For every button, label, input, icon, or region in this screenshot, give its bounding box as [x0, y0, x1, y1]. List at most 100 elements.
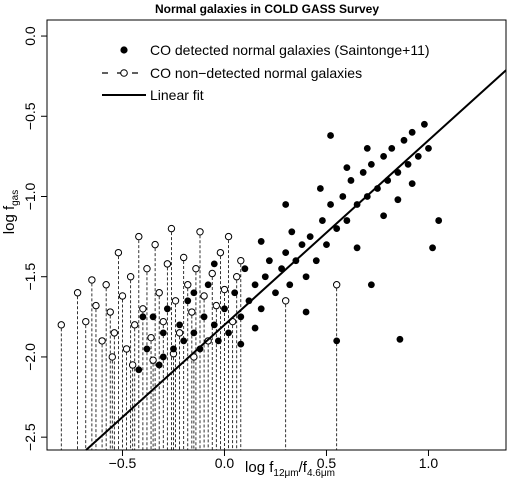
- nondetected-point-33: [212, 301, 221, 310]
- detected-point-12: [200, 313, 208, 321]
- nondetected-point-17: [147, 333, 155, 342]
- nondetected-drop-lines: [60, 232, 338, 450]
- detected-point-43: [359, 169, 367, 176]
- nondetected-point-15: [139, 305, 147, 313]
- detected-point-62: [429, 244, 436, 252]
- detected-point-28: [282, 249, 290, 257]
- plot-frame: [46, 19, 507, 451]
- nondetected-point-46: [332, 281, 341, 289]
- detected-point-20: [241, 265, 249, 273]
- detected-point-16: [221, 305, 228, 313]
- nondetected-point-30: [200, 292, 208, 300]
- detected-point-1: [143, 345, 151, 353]
- nondetected-point-36: [224, 232, 233, 241]
- nondetected-point-22: [167, 224, 176, 233]
- detected-point-41: [347, 177, 355, 184]
- nondetected-point-12: [126, 273, 135, 281]
- nondetected-point-11: [122, 345, 131, 353]
- legend-label-fit: Linear fit: [150, 87, 204, 103]
- nondetected-point-13: [131, 321, 139, 329]
- detected-point-4: [159, 329, 167, 337]
- nondetected-point-28: [192, 264, 200, 273]
- detected-point-76: [190, 289, 198, 297]
- chart-title: Normal galaxies in COLD GASS Survey: [155, 2, 379, 16]
- detected-point-79: [251, 324, 259, 332]
- nondetected-point-3: [88, 276, 96, 284]
- nondetected-point-34: [216, 248, 225, 257]
- fit-line-group: [85, 69, 507, 451]
- detected-point-36: [323, 241, 330, 249]
- x-axis: −0.5 0.0 0.5 1.0: [109, 450, 438, 471]
- y-tick-label-1: −2.0: [22, 343, 38, 371]
- detected-point-63: [282, 201, 290, 208]
- detected-point-14: [210, 321, 218, 329]
- detected-point-17: [225, 329, 232, 337]
- detected-point-5: [163, 305, 171, 313]
- detected-point-57: [327, 132, 334, 139]
- nondetected-point-39: [237, 256, 245, 265]
- detected-point-22: [251, 281, 259, 289]
- y-axis-label-main: log f: [1, 205, 18, 234]
- detected-point-73: [316, 185, 324, 192]
- detected-point-53: [408, 128, 416, 136]
- y-tick-label-0: −2.5: [22, 423, 38, 451]
- nondetected-point-42: [149, 356, 157, 364]
- y-axis-label-sub: gas: [10, 190, 21, 206]
- nondetected-point-4: [92, 301, 100, 310]
- detected-point-71: [363, 144, 371, 152]
- nondetected-point-0: [57, 321, 65, 329]
- y-axis-label: log fgas: [1, 190, 21, 234]
- detected-point-78: [135, 366, 143, 374]
- y-tick-label-2: −1.5: [22, 263, 38, 291]
- detected-point-9: [184, 297, 192, 305]
- detected-point-31: [298, 241, 306, 249]
- nondetected-point-40: [108, 353, 116, 361]
- detected-point-54: [414, 152, 422, 160]
- legend-entry-detected: CO detected normal galaxies (Saintonge+1…: [120, 42, 430, 58]
- nondetected-point-35: [220, 285, 229, 294]
- nondetected-point-18: [151, 240, 159, 249]
- detected-point-65: [237, 340, 245, 348]
- nondetected-point-26: [184, 281, 192, 289]
- nondetected-point-6: [102, 281, 110, 289]
- nondetected-point-23: [171, 297, 180, 305]
- x-axis-label: log f12μm/f4.6μm: [245, 459, 335, 479]
- nondetected-point-25: [179, 253, 188, 262]
- nondetected-point-14: [135, 232, 143, 241]
- nondetected-point-24: [175, 329, 184, 337]
- x-tick-label-0: −0.5: [109, 455, 137, 471]
- detected-point-37: [327, 201, 334, 208]
- legend-label-nondetected: CO non−detected normal galaxies: [150, 65, 362, 81]
- detected-point-55: [421, 120, 428, 128]
- nondetected-point-27: [188, 308, 196, 316]
- detected-point-74: [288, 228, 296, 236]
- detected-points: [135, 120, 443, 374]
- detected-point-59: [367, 281, 375, 289]
- detected-point-39: [339, 193, 347, 200]
- legend-entry-nondetected: CO non−detected normal galaxies: [102, 65, 362, 81]
- detected-point-32: [302, 273, 310, 281]
- detected-point-23: [257, 305, 265, 313]
- detected-point-72: [343, 164, 351, 172]
- detected-point-40: [343, 217, 351, 224]
- fit-line: [85, 69, 507, 451]
- detected-point-25: [265, 257, 273, 265]
- y-tick-label-4: −0.5: [22, 102, 38, 130]
- legend-entry-fit: Linear fit: [102, 87, 204, 103]
- nondetected-point-8: [110, 329, 119, 337]
- detected-point-45: [367, 161, 375, 168]
- detected-point-52: [404, 161, 412, 168]
- detected-point-7: [176, 321, 184, 329]
- detected-point-19: [237, 313, 245, 321]
- nondetected-point-19: [155, 289, 163, 297]
- detected-point-38: [333, 225, 341, 232]
- detected-point-66: [302, 308, 310, 316]
- x-tick-label-1: 0.0: [215, 455, 235, 471]
- detected-point-68: [380, 212, 387, 220]
- detected-point-47: [380, 152, 387, 160]
- detected-point-70: [408, 180, 416, 188]
- detected-point-75: [257, 238, 265, 245]
- x-axis-label-sub1: 12μm: [273, 468, 298, 479]
- nondetected-point-32: [208, 269, 216, 278]
- nondetected-point-41: [128, 361, 137, 369]
